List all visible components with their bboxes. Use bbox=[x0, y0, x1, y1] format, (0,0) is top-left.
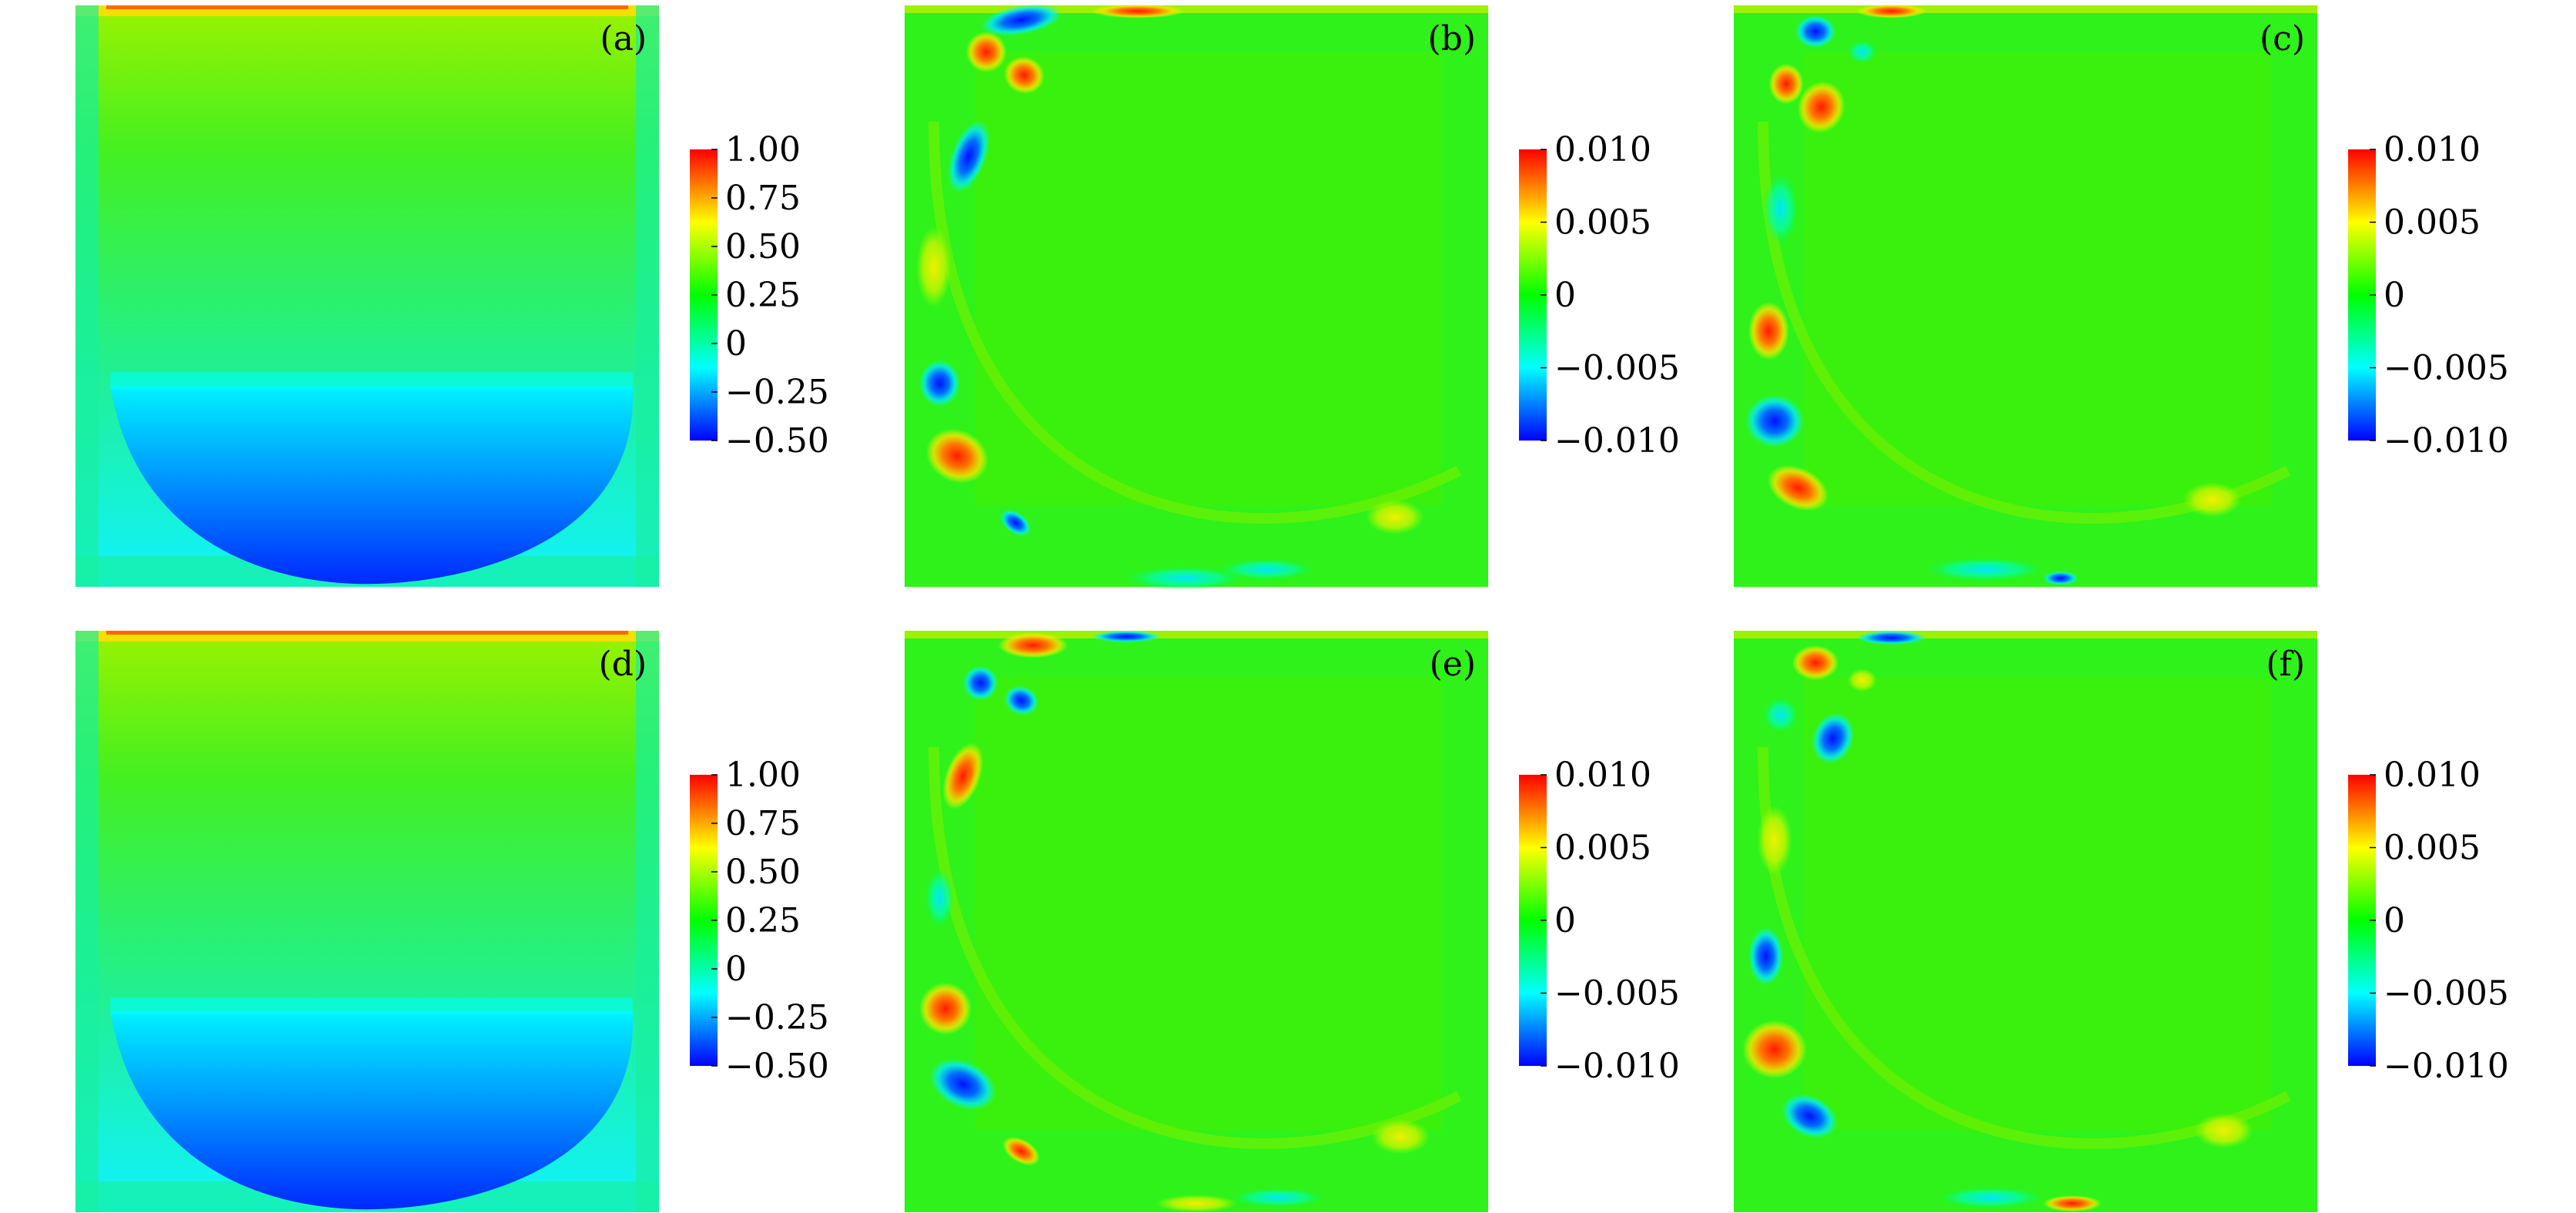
colorbar-tick-label: 0.75 bbox=[725, 179, 801, 218]
panel-f: (f) 0.010 0.005 0 −0.005 −0.010 bbox=[1734, 631, 2509, 1212]
colorbar-tick-label: 0.25 bbox=[725, 276, 801, 315]
colorbar-tick-label: 0.005 bbox=[1554, 829, 1651, 868]
colorbar-tick-label: 0 bbox=[1554, 276, 1576, 315]
colorbar-tick-label: −0.010 bbox=[2384, 421, 2509, 461]
heatmap-field bbox=[1734, 631, 2317, 1212]
colorbar-tick-label: −0.010 bbox=[2384, 1047, 2509, 1086]
colorbar-tick-label: 0.010 bbox=[2384, 756, 2481, 795]
colorbar-tick-label: −0.005 bbox=[2384, 349, 2509, 388]
colorbar-tick-label: 0 bbox=[725, 950, 747, 989]
panel-d: (d) 1.00 0.75 0.50 0.25 0 −0.25 −0.50 bbox=[75, 631, 829, 1212]
colorbar-tick-label: 0.005 bbox=[2384, 829, 2481, 868]
colorbar-tick-label: 0.005 bbox=[2384, 203, 2481, 243]
colorbar-tick-label: −0.25 bbox=[725, 373, 829, 412]
panel-label: (d) bbox=[599, 645, 647, 684]
colorbar-tick-label: 0 bbox=[725, 324, 747, 364]
panel-label: (e) bbox=[1430, 645, 1476, 684]
colorbar-tick-label: 0 bbox=[1554, 901, 1576, 940]
colorbar-tick-label: −0.010 bbox=[1554, 421, 1680, 461]
panel-label: (a) bbox=[600, 19, 647, 59]
panel-a: (a) 1.00 0.75 0.50 0.25 0 −0.25 −0.50 bbox=[75, 5, 829, 587]
heatmap-field bbox=[905, 631, 1488, 1213]
colorbar-tick-label: 0.50 bbox=[725, 853, 801, 892]
panel-b: (b) 0.010 0.005 0 −0.005 −0.010 bbox=[905, 4, 1680, 590]
colorbar-tick-label: −0.50 bbox=[725, 421, 829, 461]
colorbar-tick-label: 0 bbox=[2384, 276, 2405, 315]
heatmap-field bbox=[905, 4, 1488, 590]
colorbar-tick-label: −0.005 bbox=[1554, 974, 1680, 1014]
heatmap-field bbox=[75, 5, 659, 587]
colorbar-tick-label: 0 bbox=[2384, 901, 2405, 940]
panel-label: (c) bbox=[2260, 19, 2305, 59]
colorbar-tick-label: 0.25 bbox=[725, 901, 801, 940]
colorbar-tick-label: −0.010 bbox=[1554, 1047, 1680, 1086]
panel-label: (b) bbox=[1428, 19, 1477, 59]
colorbar-tick-label: 0.50 bbox=[725, 227, 801, 266]
colorbar-tick-label: 0.010 bbox=[1554, 130, 1651, 169]
colorbar-tick-label: 0.75 bbox=[725, 804, 801, 843]
colorbar-tick-label: 0.010 bbox=[1554, 756, 1651, 795]
colorbar-tick-label: 1.00 bbox=[725, 756, 801, 795]
heatmap-field bbox=[1734, 4, 2317, 587]
panel-c: (c) 0.010 0.005 0 −0.005 −0.010 bbox=[1734, 4, 2509, 587]
colorbar-tick-label: 0.010 bbox=[2384, 130, 2481, 169]
colorbar-tick-label: −0.50 bbox=[725, 1047, 829, 1086]
panel-e: (e) 0.010 0.005 0 −0.005 −0.010 bbox=[905, 631, 1680, 1213]
panel-label: (f) bbox=[2266, 645, 2305, 684]
colorbar-tick-label: 1.00 bbox=[725, 130, 801, 169]
colorbar-tick-label: 0.005 bbox=[1554, 203, 1651, 243]
heatmap-field bbox=[75, 631, 659, 1212]
colorbar-tick-label: −0.005 bbox=[1554, 349, 1680, 388]
colorbar-tick-label: −0.005 bbox=[2384, 974, 2509, 1014]
colorbar-tick-label: −0.25 bbox=[725, 998, 829, 1037]
